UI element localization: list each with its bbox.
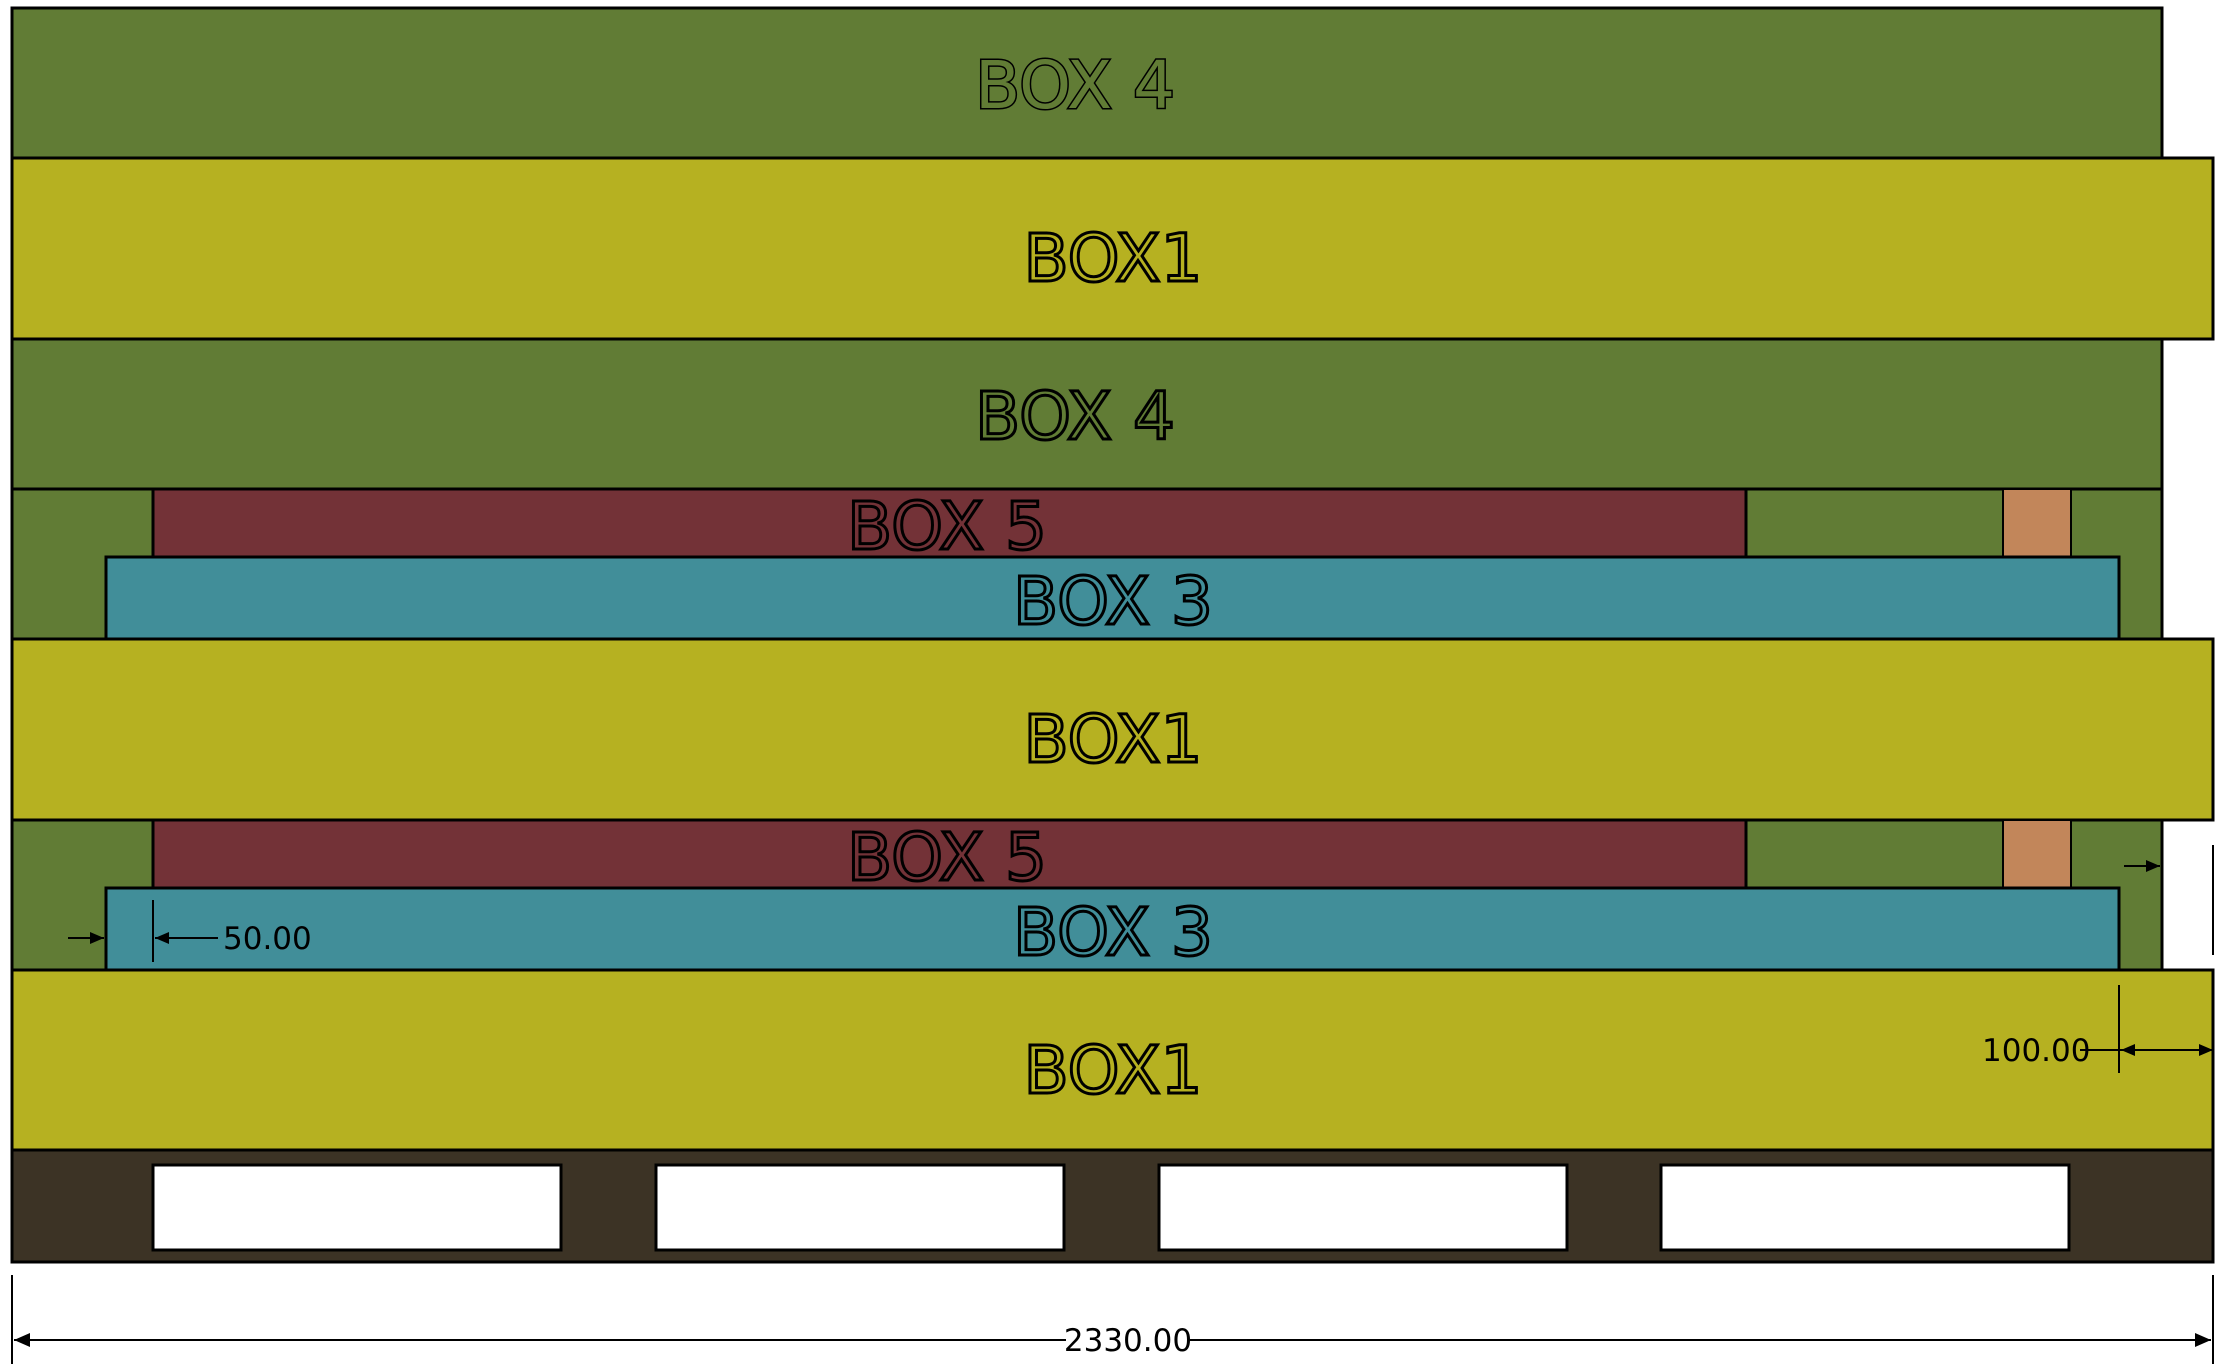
box-label: BOX1 [1023,1032,1202,1109]
box-label: BOX1 [1023,220,1202,297]
box3-upper [104,555,2121,641]
spacer-block-lower [2002,819,2072,889]
dimension-label-overall-width: 2330.00 [1064,1323,1192,1359]
box1-bottom [10,968,2215,1152]
box-label: BOX 5 [847,819,1047,896]
pallet-opening-2 [654,1163,1066,1252]
box1-top [10,156,2215,341]
box3-lower [104,886,2121,972]
dimension-overhang-right [2080,845,2214,1073]
box-labels: BOX 4 BOX1 BOX 4 BOX 5 BOX 3 BOX1 BOX 5 … [845,46,1214,1111]
box4-second [10,337,2164,491]
dimension-label-overhang-left: 50.00 [223,921,312,957]
box4-top [10,6,2164,160]
box-label: BOX 5 [847,488,1047,565]
dimension-overall-width [11,1275,2214,1364]
box-label: BOX1 [1023,701,1202,778]
pallet-opening-3 [1157,1163,1569,1252]
pallet-opening-4 [1659,1163,2071,1252]
dimension-label-overhang-right: 100.00 [1982,1033,2090,1069]
dimension-overhang-left [68,900,218,962]
box-label: BOX 4 [975,378,1175,455]
pallet-opening-1 [151,1163,563,1252]
box-label: BOX 4 [975,47,1175,124]
box-label: BOX 3 [1013,563,1213,640]
spacer-block-upper [2002,488,2072,558]
box-label: BOX 3 [1013,894,1213,971]
